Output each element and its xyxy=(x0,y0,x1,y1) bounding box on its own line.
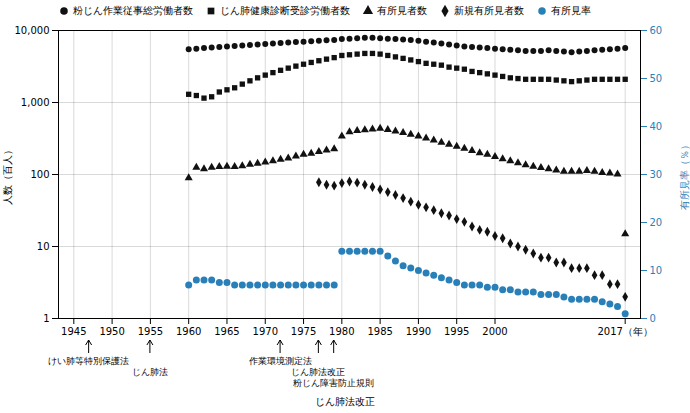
svg-text:人数（百人）: 人数（百人） xyxy=(2,145,13,205)
html-text:じん肺法改正: じん肺法改正 xyxy=(315,396,375,407)
svg-text:1995: 1995 xyxy=(444,326,469,337)
svg-text:1: 1 xyxy=(43,313,49,324)
svg-text:1980: 1980 xyxy=(329,326,354,337)
svg-text:2017（年）: 2017（年） xyxy=(597,326,652,337)
html-text:新規有所見者数: 新規有所見者数 xyxy=(454,5,524,16)
svg-text:1985: 1985 xyxy=(367,326,392,337)
html-text:粉じん作業従事総労働者数: 粉じん作業従事総労働者数 xyxy=(73,5,193,16)
svg-text:50: 50 xyxy=(650,73,663,84)
svg-text:作業環境測定法: 作業環境測定法 xyxy=(248,356,312,366)
svg-text:じん肺法: じん肺法 xyxy=(132,367,168,377)
svg-text:0: 0 xyxy=(650,313,656,324)
svg-text:1945: 1945 xyxy=(61,326,86,337)
svg-text:1955: 1955 xyxy=(138,326,163,337)
svg-text:2000: 2000 xyxy=(482,326,507,337)
svg-text:10: 10 xyxy=(37,241,50,252)
svg-text:1990: 1990 xyxy=(406,326,431,337)
html-text:有所見率: 有所見率 xyxy=(551,5,591,16)
svg-text:1975: 1975 xyxy=(291,326,316,337)
html-text:有所見者数: 有所見者数 xyxy=(377,5,427,16)
svg-text:100: 100 xyxy=(30,169,49,180)
html-text:じん肺健康診断受診労働者数: じん肺健康診断受診労働者数 xyxy=(220,5,350,16)
svg-text:20: 20 xyxy=(650,217,663,228)
svg-text:1950: 1950 xyxy=(99,326,124,337)
svg-text:1,000: 1,000 xyxy=(21,97,50,108)
svg-text:60: 60 xyxy=(650,25,663,36)
svg-text:10,000: 10,000 xyxy=(15,25,50,36)
svg-text:有所見率（％）: 有所見率（％） xyxy=(679,140,690,210)
svg-text:1960: 1960 xyxy=(176,326,201,337)
svg-text:1970: 1970 xyxy=(253,326,278,337)
svg-text:じん肺法改正: じん肺法改正 xyxy=(291,367,345,377)
svg-text:けい肺等特別保護法: けい肺等特別保護法 xyxy=(48,356,129,366)
svg-text:40: 40 xyxy=(650,121,663,132)
svg-text:30: 30 xyxy=(650,169,663,180)
svg-text:粉じん障害防止規則: 粉じん障害防止規則 xyxy=(293,378,374,388)
svg-text:10: 10 xyxy=(650,265,663,276)
svg-text:1965: 1965 xyxy=(214,326,239,337)
